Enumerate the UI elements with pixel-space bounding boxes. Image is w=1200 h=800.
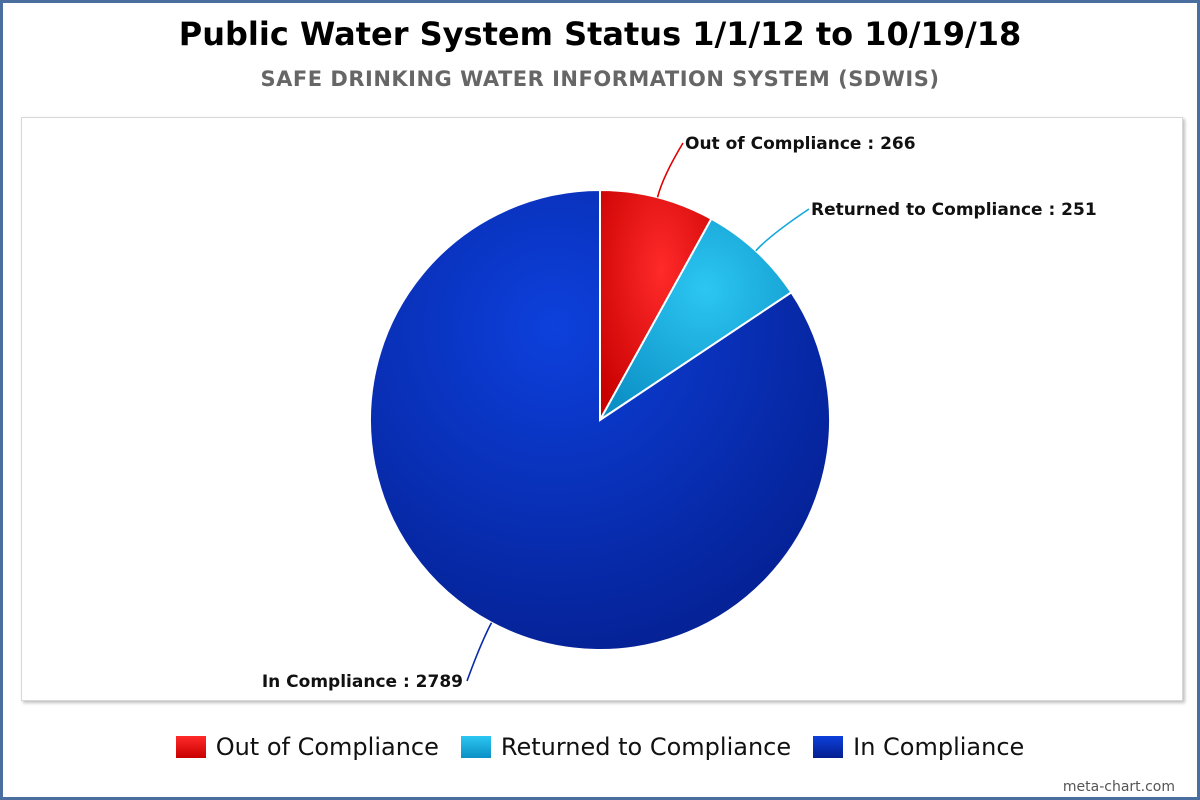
legend-label-in-compliance: In Compliance bbox=[853, 733, 1025, 761]
legend-swatch-out-of-compliance bbox=[175, 736, 206, 758]
chart-subtitle: SAFE DRINKING WATER INFORMATION SYSTEM (… bbox=[260, 67, 940, 91]
data-label-out-of-compliance: Out of Compliance : 266 bbox=[685, 134, 916, 154]
leader-line-in-compliance bbox=[466, 622, 493, 682]
legend-item-returned-to-compliance[interactable]: Returned to Compliance bbox=[460, 733, 792, 761]
legend-item-out-of-compliance[interactable]: Out of Compliance bbox=[175, 733, 439, 761]
legend-label-out-of-compliance: Out of Compliance bbox=[215, 733, 439, 761]
leader-line-returned-to-compliance bbox=[755, 208, 810, 252]
legend-swatch-returned-to-compliance bbox=[460, 736, 491, 758]
data-label-in-compliance: In Compliance : 2789 bbox=[262, 672, 463, 692]
pie-slice-in-compliance[interactable] bbox=[369, 188, 831, 651]
leader-line-out-of-compliance bbox=[656, 142, 684, 198]
legend-label-returned-to-compliance: Returned to Compliance bbox=[500, 733, 792, 761]
pie-slice-returned-to-compliance[interactable] bbox=[599, 217, 793, 421]
credit-text: meta-chart.com bbox=[1062, 779, 1175, 795]
legend-item-in-compliance[interactable]: In Compliance bbox=[813, 733, 1024, 761]
data-label-returned-to-compliance: Returned to Compliance : 251 bbox=[811, 200, 1097, 220]
legend-swatch-in-compliance bbox=[813, 736, 844, 758]
chart-title: Public Water System Status 1/1/12 to 10/… bbox=[178, 15, 1022, 53]
pie-chart: Out of Compliance : 266 Returned to Compl… bbox=[262, 134, 1097, 692]
chart-legend: Out of Compliance Returned to Compliance… bbox=[3, 733, 1197, 761]
